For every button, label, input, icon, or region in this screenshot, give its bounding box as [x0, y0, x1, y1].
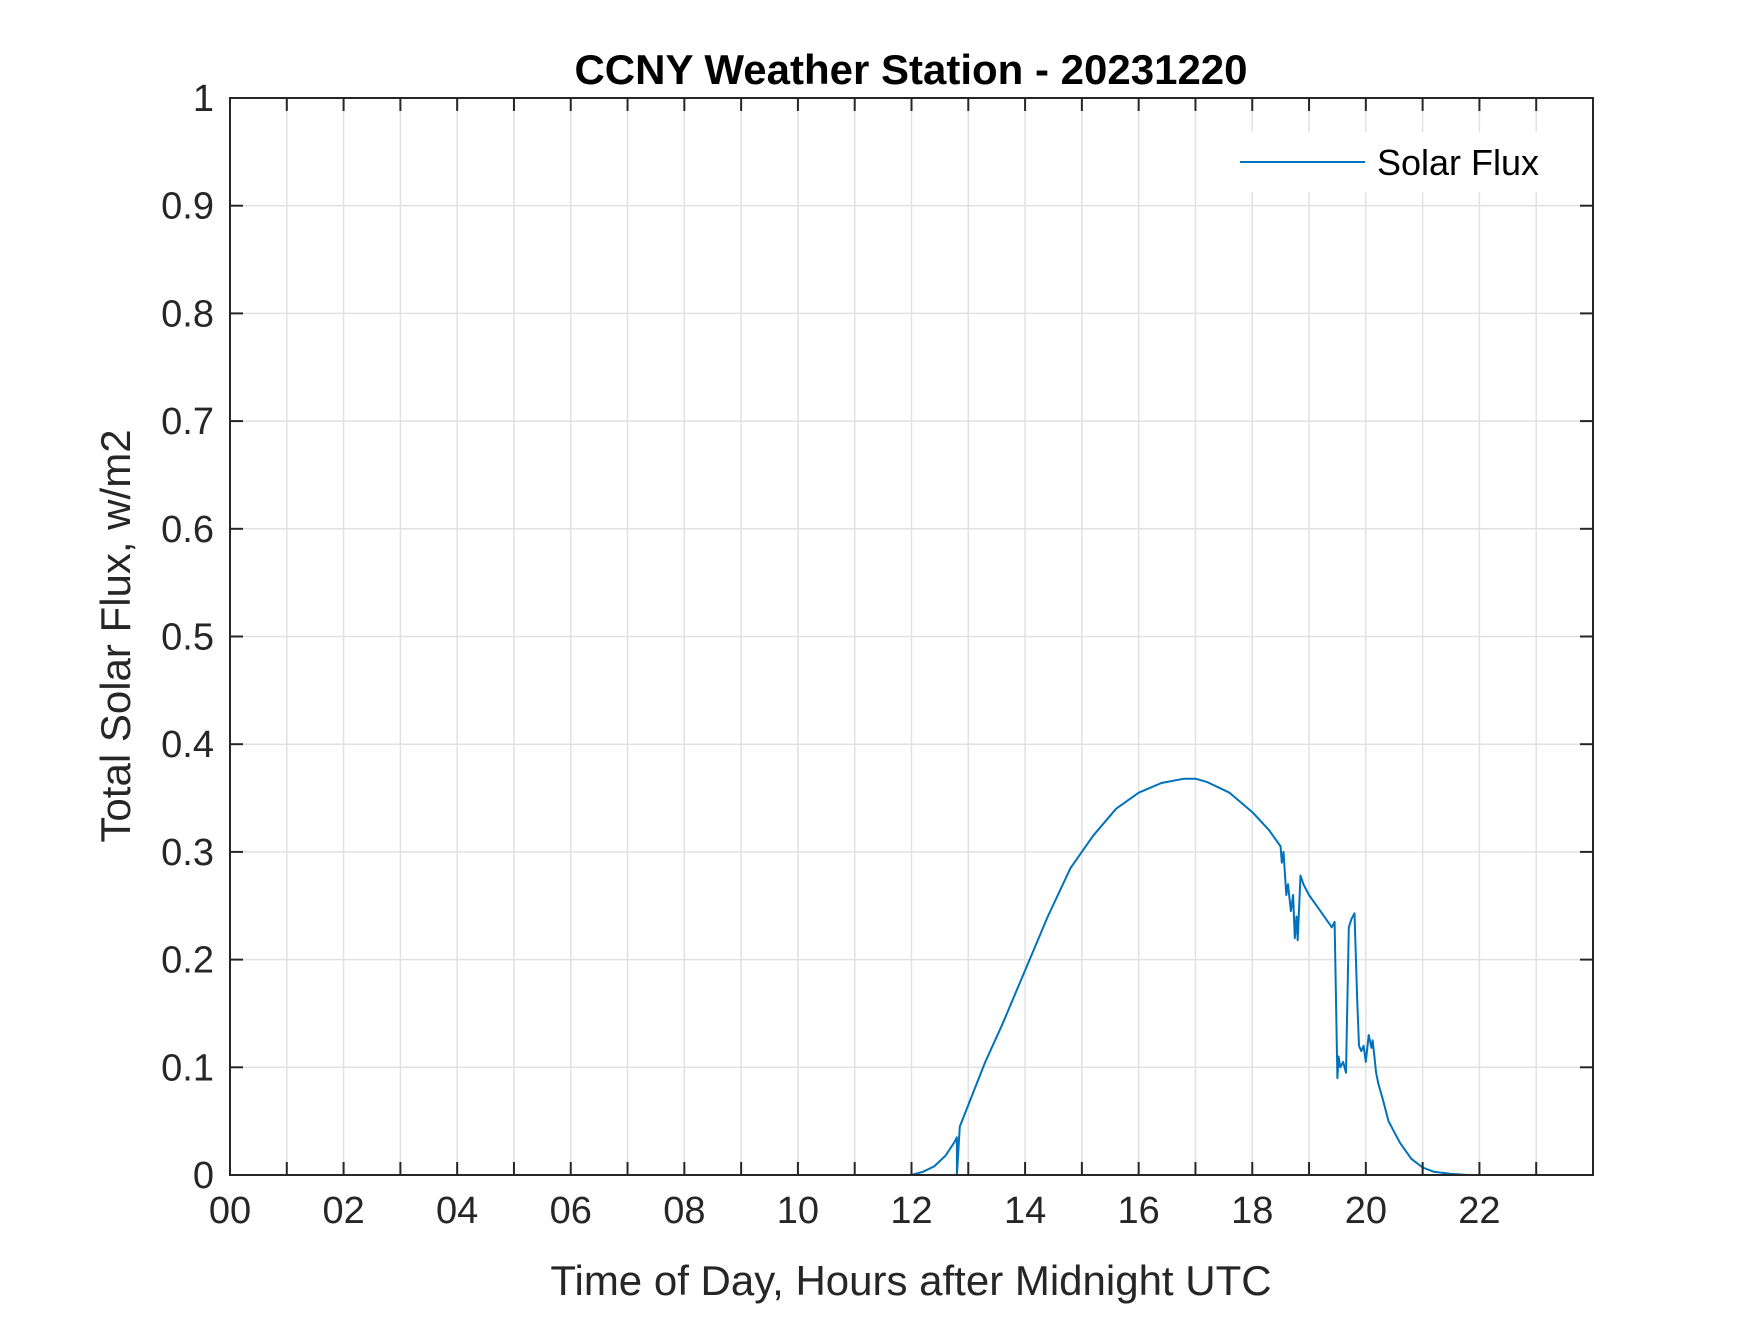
y-tick-label: 0.3	[161, 832, 214, 874]
x-tick-label: 12	[890, 1190, 932, 1232]
x-tick-label: 02	[322, 1190, 364, 1232]
x-tick-label: 14	[1004, 1190, 1046, 1232]
grid-lines	[230, 98, 1593, 1175]
x-tick-label: 10	[777, 1190, 819, 1232]
x-axis-label: Time of Day, Hours after Midnight UTC	[550, 1257, 1271, 1304]
legend-label-solar-flux: Solar Flux	[1377, 142, 1539, 183]
series-line-0	[230, 777, 1593, 1176]
y-tick-label: 0	[193, 1155, 214, 1197]
y-tick-label: 0.6	[161, 509, 214, 551]
x-tick-label: 16	[1118, 1190, 1160, 1232]
x-tick-label: 20	[1345, 1190, 1387, 1232]
x-tick-labels: 00 02 04 06 08 10 12 14 16 18 20 22	[209, 1190, 1501, 1232]
x-tick-label: 00	[209, 1190, 251, 1232]
series-layer	[230, 777, 1593, 1176]
legend: Solar Flux	[1232, 132, 1562, 192]
y-axis-label: Total Solar Flux, w/m2	[92, 429, 139, 842]
y-tick-label: 0.8	[161, 293, 214, 335]
y-tick-label: 0.1	[161, 1047, 214, 1089]
x-tick-label: 04	[436, 1190, 478, 1232]
y-tick-label: 0.9	[161, 186, 214, 228]
y-tick-label: 1	[193, 78, 214, 120]
tick-marks	[230, 97, 1593, 1176]
chart-title: CCNY Weather Station - 20231220	[574, 46, 1247, 93]
y-tick-label: 0.4	[161, 724, 214, 766]
x-tick-label: 08	[663, 1190, 705, 1232]
x-tick-label: 22	[1458, 1190, 1500, 1232]
y-tick-label: 0.2	[161, 940, 214, 982]
y-tick-labels: 0 0.1 0.2 0.3 0.4 0.5 0.6 0.7 0.8 0.9 1	[161, 78, 214, 1197]
x-tick-label: 18	[1231, 1190, 1273, 1232]
y-tick-label: 0.5	[161, 617, 214, 659]
y-tick-label: 0.7	[161, 401, 214, 443]
x-tick-label: 06	[550, 1190, 592, 1232]
